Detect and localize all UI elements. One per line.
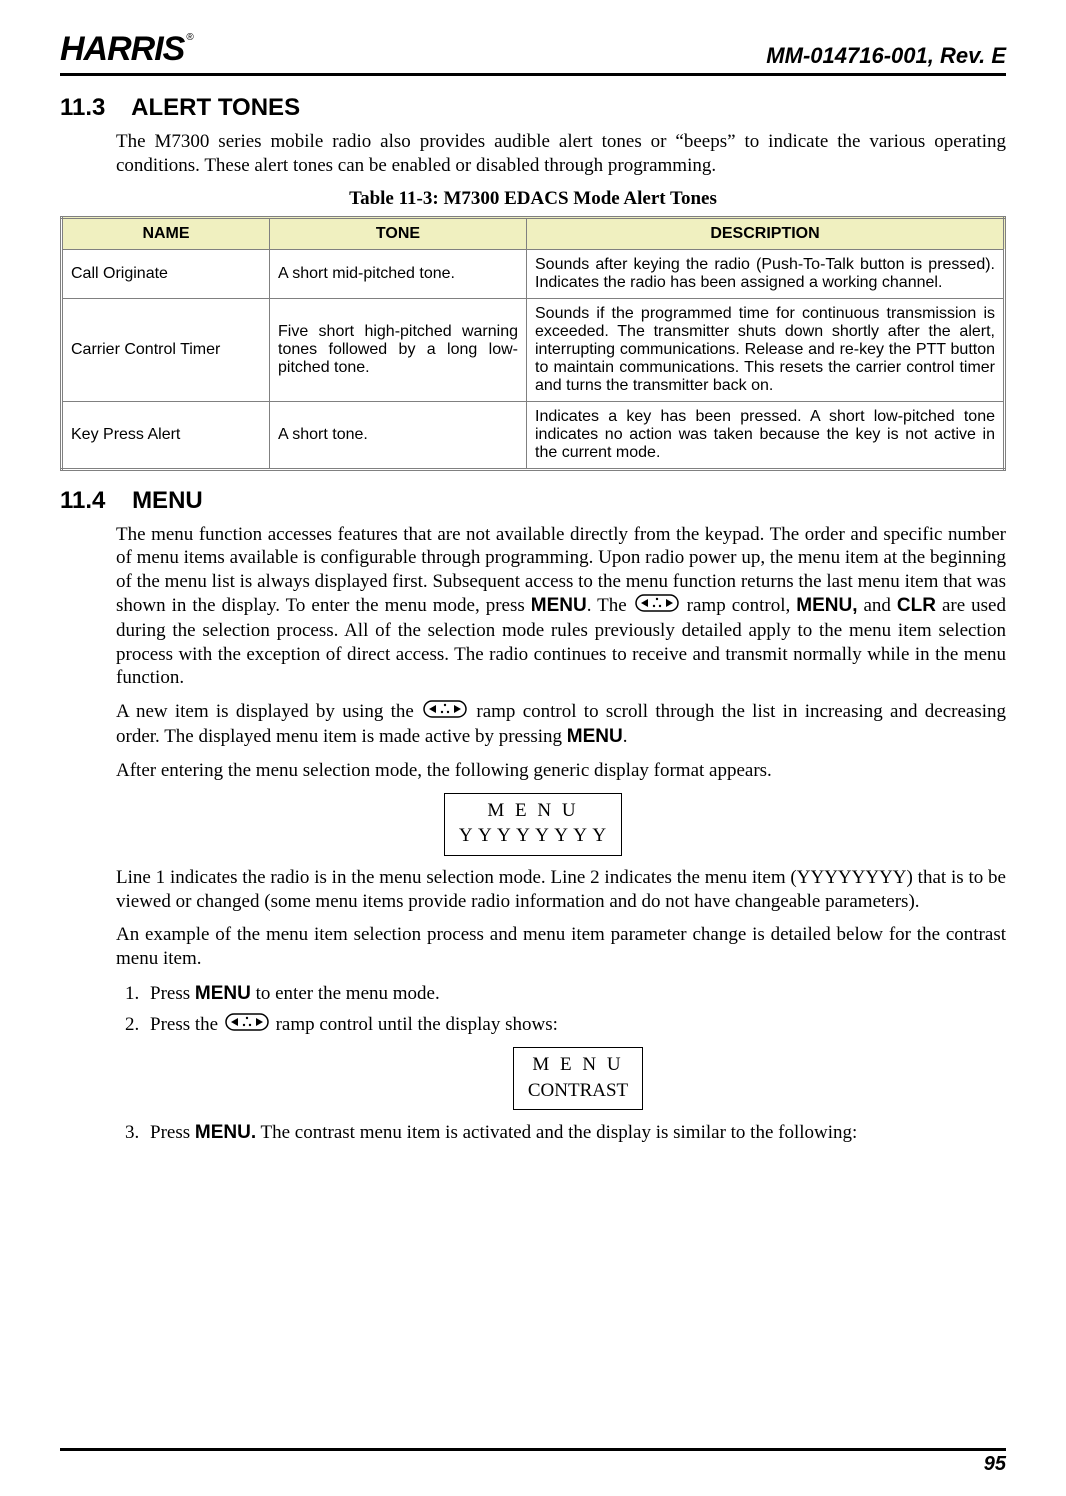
page-number: 95	[984, 1453, 1006, 1475]
cell-name: Carrier Control Timer	[62, 298, 270, 401]
text: Press	[150, 1122, 195, 1143]
menu-label: MENU	[195, 983, 251, 1004]
section-11-3-heading: 11.3 ALERT TONES	[60, 94, 1006, 122]
table-caption: Table 11-3: M7300 EDACS Mode Alert Tones	[60, 188, 1006, 210]
text: A new item is displayed by using the	[116, 701, 421, 722]
text: .	[623, 726, 628, 747]
cell-tone: Five short high-pitched warning tones fo…	[270, 298, 527, 401]
clr-label: CLR	[897, 595, 936, 616]
table-row: Carrier Control Timer Five short high-pi…	[62, 298, 1005, 401]
display-line1: M E N U	[459, 798, 607, 824]
cell-tone: A short tone.	[270, 401, 527, 469]
cell-tone: A short mid-pitched tone.	[270, 249, 527, 298]
menu-label: MENU	[531, 595, 587, 616]
list-item: Press the ramp control until the display…	[144, 1012, 1006, 1110]
alert-tones-table: NAME TONE DESCRIPTION Call Originate A s…	[60, 216, 1006, 471]
menu-label: MENU.	[195, 1122, 256, 1143]
logo-text: HARRIS	[60, 30, 184, 69]
text: The contrast menu item is activated and …	[256, 1122, 857, 1143]
page-footer: 95	[60, 1448, 1006, 1476]
cell-name: Call Originate	[62, 249, 270, 298]
section-11-4-heading: 11.4 MENU	[60, 487, 1006, 515]
display-line2: Y Y Y Y Y Y Y Y	[459, 823, 607, 849]
harris-logo: HARRIS ®	[60, 30, 193, 69]
display-example-1: M E N U Y Y Y Y Y Y Y Y	[444, 793, 622, 856]
section-11-4-p5: An example of the menu item selection pr…	[116, 923, 1006, 971]
section-number: 11.4	[60, 487, 105, 514]
page: HARRIS ® MM-014716-001, Rev. E 11.3 ALER…	[0, 0, 1066, 1496]
col-description: DESCRIPTION	[527, 217, 1005, 249]
text: and	[858, 595, 897, 616]
list-item: Press MENU to enter the menu mode.	[144, 981, 1006, 1007]
cell-desc: Indicates a key has been pressed. A shor…	[527, 401, 1005, 469]
display-example-2: M E N U CONTRAST	[513, 1047, 643, 1110]
page-header: HARRIS ® MM-014716-001, Rev. E	[60, 30, 1006, 76]
text: ramp control until the display shows:	[271, 1014, 558, 1035]
text: Press	[150, 983, 195, 1004]
display-line1: M E N U	[528, 1052, 628, 1078]
text: . The	[587, 595, 633, 616]
table-row: Key Press Alert A short tone. Indicates …	[62, 401, 1005, 469]
ramp-control-icon	[225, 1013, 269, 1039]
menu-label: MENU	[567, 726, 623, 747]
doc-number: MM-014716-001, Rev. E	[766, 43, 1006, 69]
section-11-4-p3: After entering the menu selection mode, …	[116, 759, 1006, 783]
display-line2: CONTRAST	[528, 1078, 628, 1104]
list-item: Press MENU. The contrast menu item is ac…	[144, 1120, 1006, 1146]
section-title: MENU	[132, 487, 203, 514]
ramp-control-icon	[635, 594, 679, 619]
section-11-3-intro: The M7300 series mobile radio also provi…	[116, 130, 1006, 178]
text: Press the	[150, 1014, 223, 1035]
cell-desc: Sounds if the programmed time for contin…	[527, 298, 1005, 401]
steps-list: Press MENU to enter the menu mode. Press…	[116, 981, 1006, 1146]
text: ramp control,	[681, 595, 797, 616]
section-title: ALERT TONES	[131, 94, 300, 121]
col-tone: TONE	[270, 217, 527, 249]
cell-name: Key Press Alert	[62, 401, 270, 469]
section-11-4-p1: The menu function accesses features that…	[116, 523, 1006, 691]
ramp-control-icon	[423, 700, 467, 725]
section-11-4-p2: A new item is displayed by using the ram…	[116, 700, 1006, 749]
table-header-row: NAME TONE DESCRIPTION	[62, 217, 1005, 249]
text: to enter the menu mode.	[251, 983, 440, 1004]
section-11-4-p4: Line 1 indicates the radio is in the men…	[116, 866, 1006, 914]
table-row: Call Originate A short mid-pitched tone.…	[62, 249, 1005, 298]
registered-mark: ®	[186, 32, 192, 43]
section-number: 11.3	[60, 94, 105, 121]
menu-label: MENU,	[796, 595, 857, 616]
col-name: NAME	[62, 217, 270, 249]
cell-desc: Sounds after keying the radio (Push-To-T…	[527, 249, 1005, 298]
